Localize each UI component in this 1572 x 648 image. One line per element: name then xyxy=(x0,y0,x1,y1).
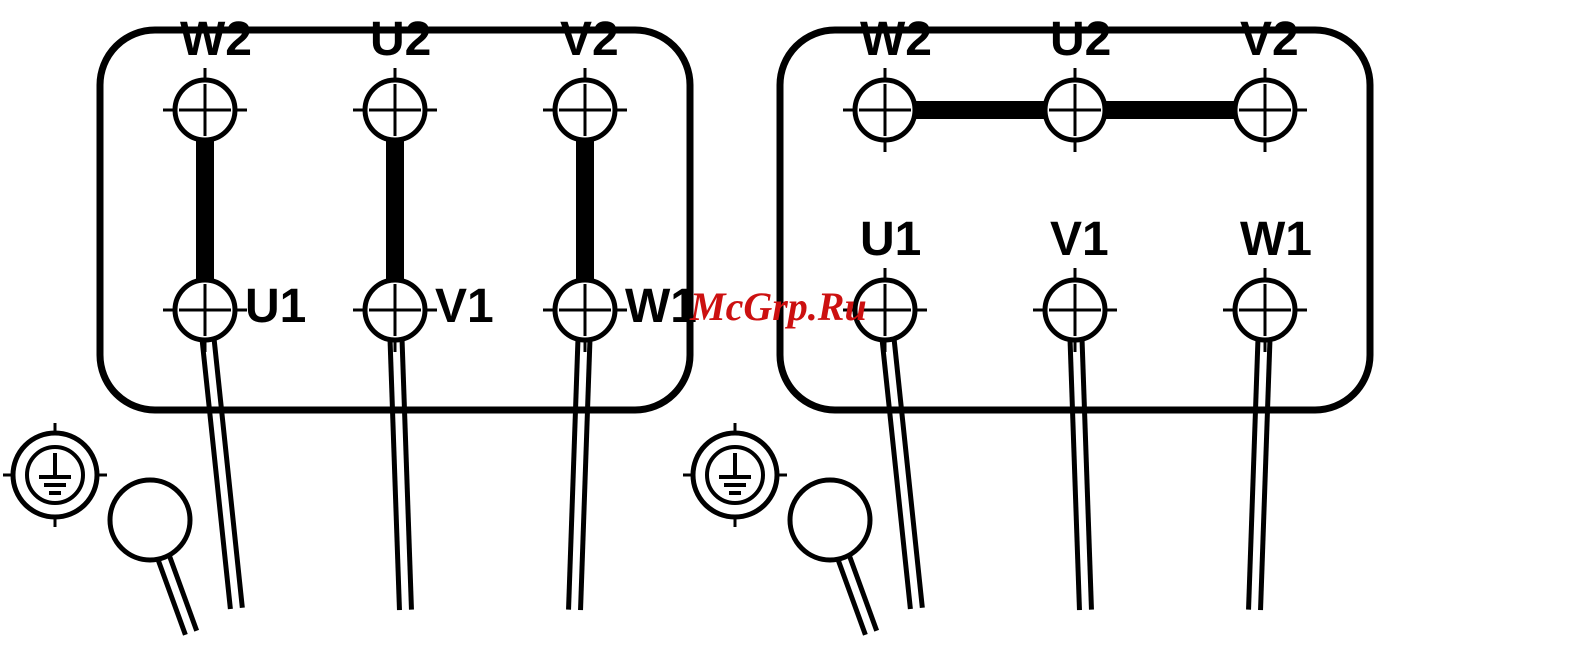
terminal-label-U1: U1 xyxy=(860,213,921,266)
diagram-canvas: W2U2V2U1V1W1W2U2V2U1V1W1McGrp.Ru xyxy=(0,0,1572,648)
terminal-label-U2: U2 xyxy=(370,13,431,66)
terminal-label-U2: U2 xyxy=(1050,13,1111,66)
terminal-label-V1: V1 xyxy=(435,280,494,333)
terminal-label-W2: W2 xyxy=(860,13,932,66)
terminal-label-V2: V2 xyxy=(1240,13,1299,66)
watermark-text: McGrp.Ru xyxy=(689,284,867,329)
diagram-delta: W2 U2 V2 U1 V1 W1 xyxy=(3,13,697,635)
terminal-label-W2: W2 xyxy=(180,13,252,66)
terminal-label-U1: U1 xyxy=(245,280,306,333)
terminal-label-V2: V2 xyxy=(560,13,619,66)
terminal-label-W1: W1 xyxy=(625,280,697,333)
terminal-label-W1: W1 xyxy=(1240,213,1312,266)
terminal-label-V1: V1 xyxy=(1050,213,1109,266)
